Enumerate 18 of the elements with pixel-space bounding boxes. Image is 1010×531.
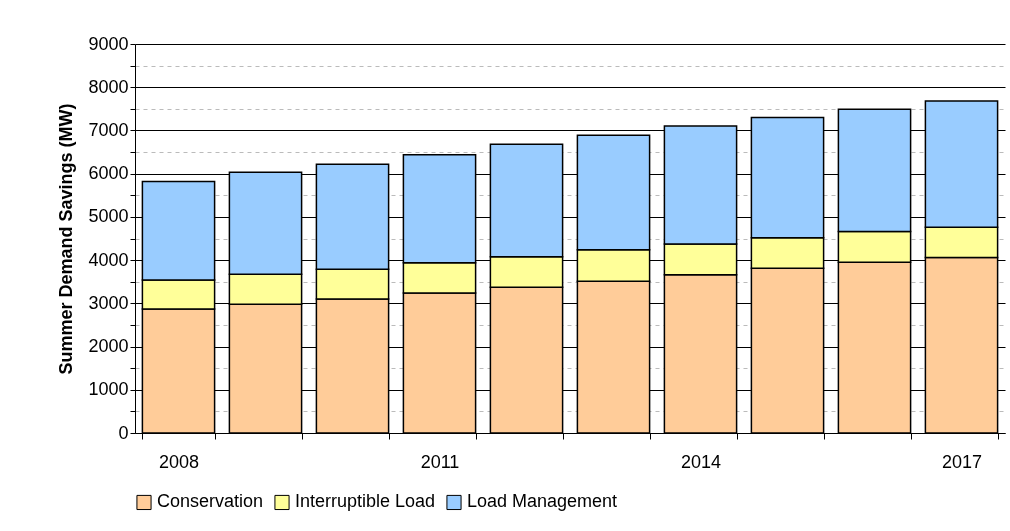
- legend-label: Conservation: [157, 491, 264, 512]
- y-tick-label: 5000: [88, 206, 129, 227]
- x-tick-label: 2014: [680, 451, 722, 472]
- y-tick-label: 7000: [88, 119, 129, 140]
- y-tick-label: 4000: [88, 249, 129, 270]
- y-tick-label: 9000: [88, 33, 129, 54]
- y-tick-label: 6000: [88, 163, 129, 184]
- y-tick-label: 8000: [88, 76, 129, 97]
- legend-label: Interruptible Load: [295, 491, 436, 512]
- y-tick-label: 0: [118, 422, 129, 443]
- x-tick-label: 2017: [941, 451, 983, 472]
- y-tick-label: 3000: [88, 292, 129, 313]
- x-tick-label: 2008: [158, 451, 200, 472]
- y-tick-label: 2000: [88, 336, 129, 357]
- legend-label: Load Management: [467, 491, 618, 512]
- y-tick-label: 1000: [88, 379, 129, 400]
- y-axis-title: Summer Demand Savings (MW): [56, 103, 77, 375]
- x-tick-label: 2011: [420, 451, 460, 472]
